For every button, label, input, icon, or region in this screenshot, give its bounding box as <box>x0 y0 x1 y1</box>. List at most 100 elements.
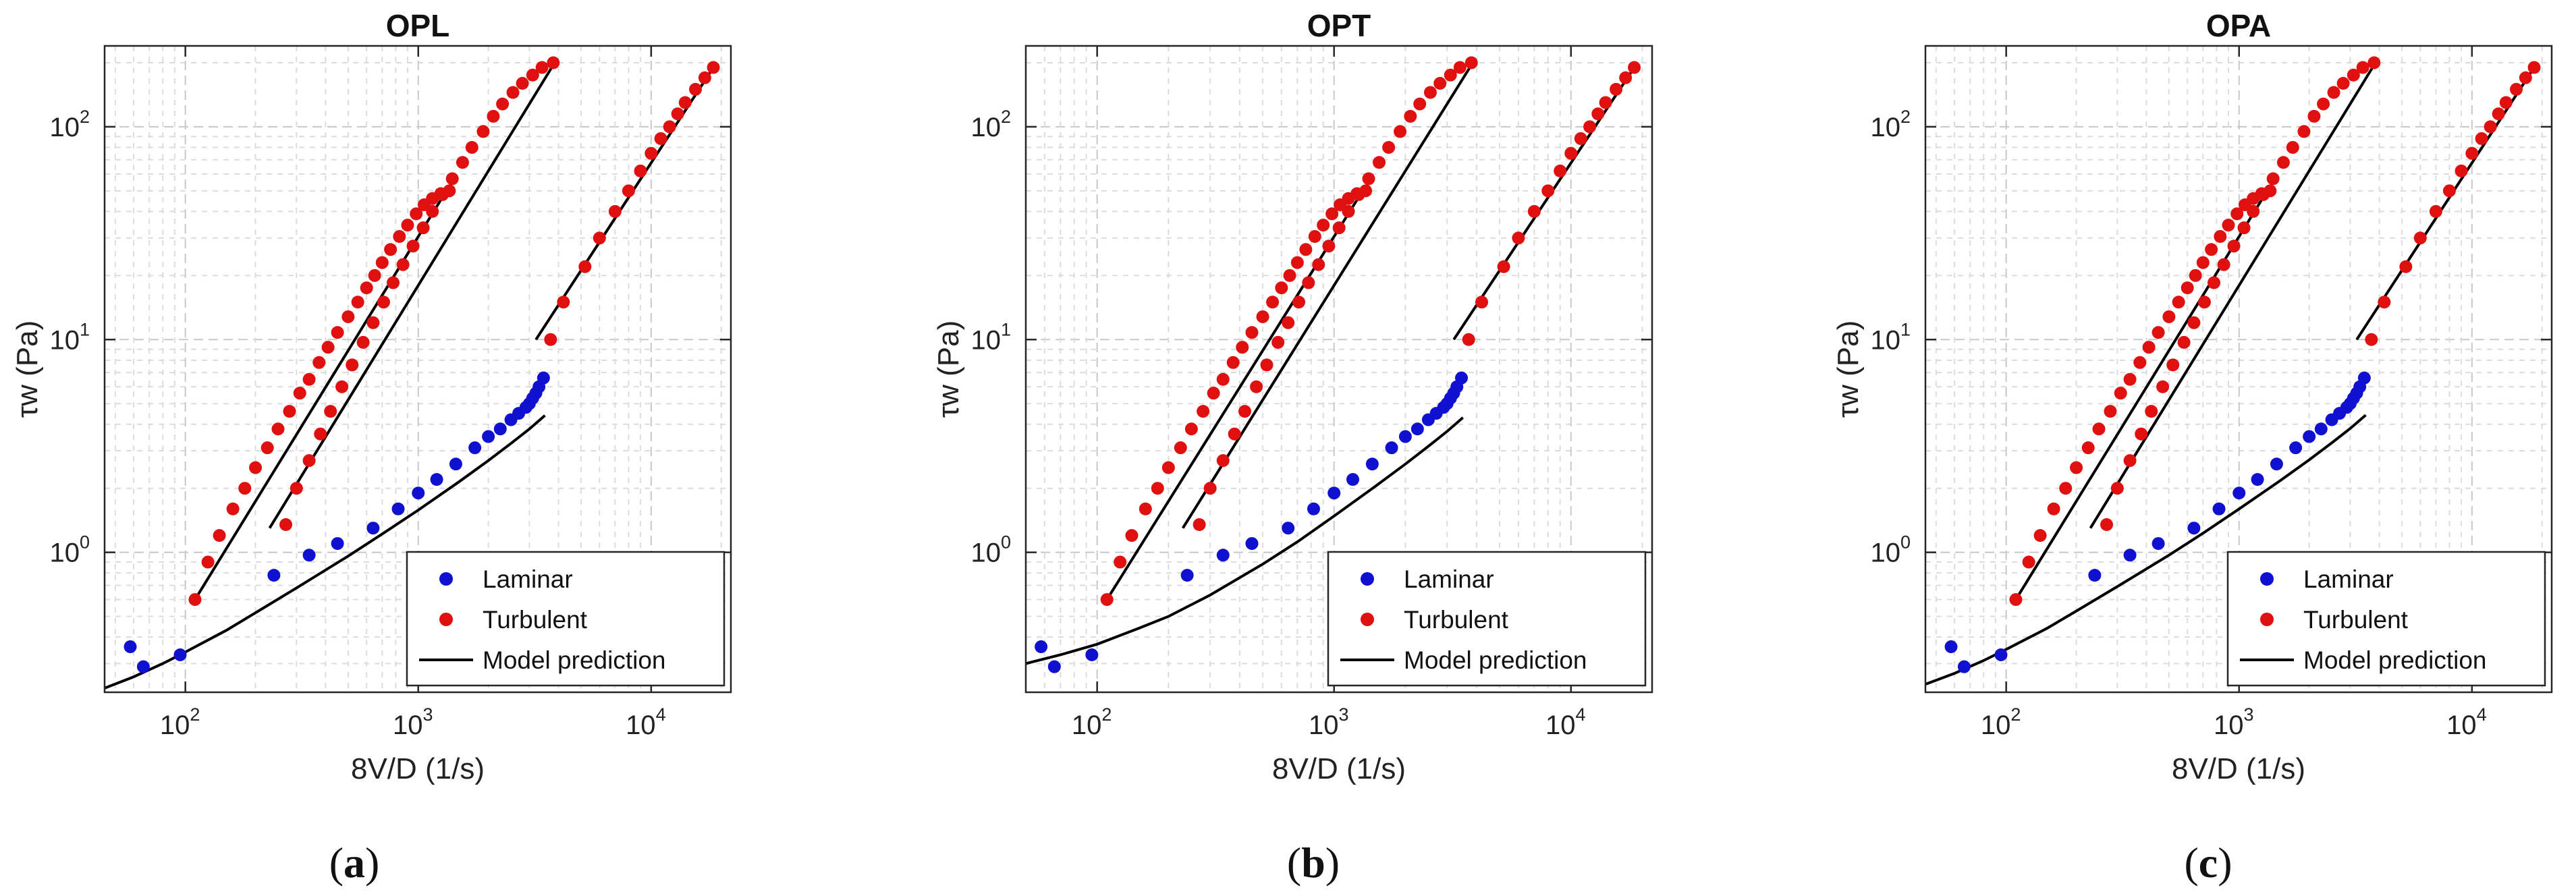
turbulent-point <box>2327 86 2340 99</box>
turbulent-point <box>2510 82 2523 96</box>
laminar-point <box>302 549 316 562</box>
y-tick-label: 102 <box>1870 107 1911 142</box>
legend-point-marker <box>1361 613 1374 626</box>
turbulent-point <box>2519 71 2532 84</box>
turbulent-point <box>1462 333 1475 346</box>
chart-title: OPL <box>386 8 450 43</box>
y-tick-label: 101 <box>1870 319 1911 355</box>
laminar-point <box>2152 537 2165 551</box>
y-tick-label: 102 <box>970 107 1011 142</box>
laminar-point <box>1944 640 1958 654</box>
y-axis-label: τw (Pa) <box>932 320 965 418</box>
laminar-point <box>136 660 150 673</box>
turbulent-point <box>2455 164 2468 177</box>
turbulent-point <box>201 555 215 569</box>
turbulent-point <box>2166 358 2180 372</box>
laminar-point <box>537 371 550 385</box>
legend-point-marker <box>1361 572 1374 586</box>
turbulent-point <box>634 164 647 177</box>
laminar-point <box>1047 660 1061 673</box>
turbulent-point <box>1413 97 1427 111</box>
turbulent-point <box>689 82 703 96</box>
turbulent-point <box>249 461 263 474</box>
y-tick-label: 102 <box>49 107 90 142</box>
y-tick-label: 101 <box>49 319 90 355</box>
x-tick-label: 104 <box>2446 704 2487 740</box>
turbulent-point <box>1302 276 1315 289</box>
laminar-point <box>1385 441 1398 455</box>
laminar-point <box>173 648 187 661</box>
turbulent-point <box>1619 71 1633 84</box>
turbulent-point <box>2047 502 2060 515</box>
turbulent-point <box>2009 593 2023 607</box>
turbulent-point <box>346 358 359 372</box>
turbulent-point <box>1342 204 1355 218</box>
laminar-point <box>1327 486 1341 500</box>
x-tick-exponent: 3 <box>1338 704 1348 725</box>
y-tick-exponent: 0 <box>1001 532 1011 553</box>
legend-entry: Model prediction <box>483 646 665 674</box>
turbulent-point <box>2266 172 2280 186</box>
turbulent-point <box>1256 310 1269 323</box>
x-tick-exponent: 4 <box>2477 704 2487 725</box>
turbulent-point <box>377 296 390 309</box>
turbulent-point <box>2230 207 2244 221</box>
laminar-point <box>2232 486 2246 500</box>
turbulent-point <box>1139 502 1152 515</box>
turbulent-point <box>2142 341 2156 354</box>
turbulent-point <box>1100 593 1114 607</box>
turbulent-point <box>2399 260 2413 273</box>
turbulent-point <box>188 593 202 607</box>
turbulent-point <box>279 518 293 532</box>
turbulent-point <box>2276 156 2290 169</box>
turbulent-point <box>290 482 303 495</box>
turbulent-point <box>2145 405 2158 418</box>
turbulent-point <box>2059 482 2073 495</box>
legend-point-marker <box>439 613 453 626</box>
turbulent-point <box>1317 219 1330 232</box>
legend-entry: Turbulent <box>1404 606 1509 634</box>
turbulent-point <box>1260 358 1273 372</box>
laminar-point <box>1282 522 1295 535</box>
turbulent-point <box>2527 61 2541 74</box>
y-tick-exponent: 2 <box>80 107 90 127</box>
turbulent-point <box>1250 380 1263 393</box>
y-tick-exponent: 1 <box>1001 319 1011 339</box>
turbulent-point <box>2110 482 2124 495</box>
turbulent-point <box>496 97 510 111</box>
turbulent-point <box>1352 188 1365 201</box>
laminar-point <box>331 537 344 551</box>
turbulent-point <box>1554 164 1567 177</box>
laminar-point <box>2270 457 2283 471</box>
turbulent-point <box>302 372 316 386</box>
x-tick-exponent: 2 <box>1101 704 1112 725</box>
turbulent-point <box>1322 240 1336 253</box>
laminar-point <box>1398 430 1412 443</box>
turbulent-point <box>1299 243 1313 256</box>
turbulent-point <box>1308 230 1321 244</box>
turbulent-point <box>1464 56 1478 69</box>
turbulent-point <box>384 243 398 256</box>
turbulent-point <box>1583 120 1597 134</box>
turbulent-point <box>526 68 539 82</box>
legend: Laminar Turbulent Model prediction <box>1327 551 1647 687</box>
turbulent-point <box>2177 335 2191 349</box>
laminar-point <box>1085 648 1099 661</box>
x-tick-label: 102 <box>160 704 200 740</box>
laminar-point <box>391 502 405 515</box>
laminar-point <box>366 522 380 535</box>
model-prediction-line <box>268 61 556 529</box>
laminar-point <box>1180 569 1194 582</box>
turbulent-point <box>1527 204 1541 218</box>
turbulent-point <box>1197 405 1210 418</box>
model-prediction-line <box>1026 416 1464 665</box>
x-tick-base: 10 <box>1981 710 2011 740</box>
turbulent-point <box>324 405 337 418</box>
x-tick-label: 103 <box>393 704 433 740</box>
turbulent-point <box>1236 341 1249 354</box>
turbulent-point <box>671 107 684 121</box>
turbulent-point <box>293 387 306 400</box>
